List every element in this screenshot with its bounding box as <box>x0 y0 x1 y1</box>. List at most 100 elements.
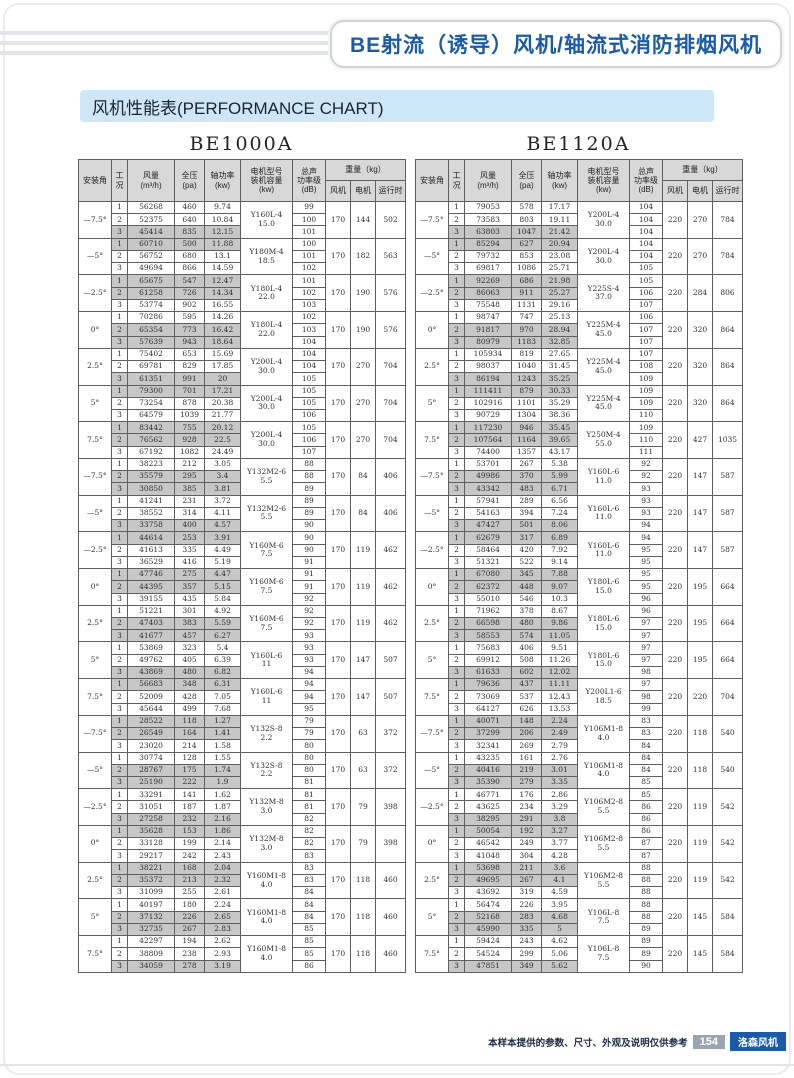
table-row: 2 43625 234 3.29 86 <box>416 800 743 814</box>
power-cell: 4.1 <box>541 873 578 888</box>
pressure-cell: 537 <box>511 690 542 704</box>
power-cell: 1.9 <box>204 776 241 790</box>
power-cell: 31.45 <box>541 360 578 374</box>
angle-cell: —2.5° <box>415 274 449 313</box>
flow-cell: 105934 <box>464 347 512 362</box>
flow-cell: 37132 <box>127 910 175 924</box>
angle-cell: 7.5° <box>78 421 112 459</box>
flow-cell: 33758 <box>127 519 175 533</box>
header-weight-motor: 电机 <box>687 180 713 202</box>
flow-cell: 42297 <box>127 935 175 949</box>
pressure-cell: 394 <box>511 506 542 521</box>
weight-run-cell: 784 <box>711 237 744 276</box>
power-cell: 2.24 <box>541 714 578 729</box>
noise-cell: 104 <box>629 200 663 215</box>
table-row: 2 86063 911 25.27 106 <box>416 286 743 300</box>
table-row: —7.5° 1 38223 212 3.05 Y132M2-6 5.5 88 170 84 406 <box>78 457 407 496</box>
weight-motor-cell: 320 <box>687 311 713 349</box>
pressure-cell: 406 <box>511 641 542 655</box>
power-cell: 35.29 <box>541 396 578 410</box>
table-header: 安装角工 况风量 (m³/h) 全压 (pa) 轴功率 (kw) 电机型号 装机容量 … <box>78 159 407 202</box>
motor-cell: Y106M2-8 5.5 <box>577 824 630 863</box>
power-cell: 6.31 <box>204 678 241 692</box>
weight-motor-cell: 320 <box>687 384 713 423</box>
weight-fan-cell: 220 <box>662 678 688 716</box>
power-cell: 7.68 <box>204 702 241 716</box>
power-cell: 2.62 <box>204 935 241 949</box>
power-cell: 6.39 <box>204 653 241 667</box>
condition-cell: 2 <box>448 727 465 741</box>
noise-cell: 91 <box>292 568 326 582</box>
header-weight-run: 运行时 <box>374 180 407 202</box>
weight-motor-cell: 119 <box>687 861 713 900</box>
power-cell: 23.08 <box>541 249 578 264</box>
power-cell: 10.3 <box>541 592 578 606</box>
condition-cell: 2 <box>448 837 465 851</box>
power-cell: 2.14 <box>204 837 241 851</box>
power-cell: 3.95 <box>541 898 578 912</box>
noise-cell: 101 <box>292 274 326 288</box>
condition-cell: 1 <box>111 604 128 618</box>
pressure-cell: 602 <box>511 665 542 680</box>
noise-cell: 90 <box>292 531 326 545</box>
noise-cell: 93 <box>292 653 326 667</box>
flow-cell: 73254 <box>127 396 175 410</box>
flow-cell: 41048 <box>464 849 512 863</box>
power-cell: 4.62 <box>541 935 578 949</box>
noise-cell: 97 <box>629 616 663 631</box>
flow-cell: 111411 <box>464 384 512 398</box>
noise-cell: 90 <box>292 543 326 557</box>
table-row: 0° 1 35628 153 1.86 Y132M-8 3.0 82 170 79 398 <box>78 824 407 863</box>
noise-cell: 91 <box>292 580 326 594</box>
table-row: —7.5° 1 79053 578 17.17 Y200L-4 30.0 104 220 270… <box>415 200 744 239</box>
condition-cell: 3 <box>448 482 465 496</box>
pressure-cell: 226 <box>174 910 205 924</box>
noise-cell: 97 <box>629 629 663 643</box>
weight-run-cell: 507 <box>374 678 407 716</box>
power-cell: 17.17 <box>541 200 578 215</box>
condition-cell: 1 <box>111 788 128 802</box>
header-power: 轴功率 (kw) <box>204 159 241 202</box>
flow-cell: 45990 <box>464 922 512 937</box>
table-row: 3 27258 232 2.16 82 <box>79 812 406 826</box>
flow-cell: 23020 <box>127 739 175 753</box>
motor-cell: Y225S-4 37.0 <box>577 274 630 313</box>
flow-cell: 38223 <box>127 457 175 472</box>
performance-table: 安装角工 况风量 (m³/h) 全压 (pa) 轴功率 (kw) 电机型号 装机容量 … <box>415 159 744 974</box>
pressure-cell: 212 <box>174 457 205 472</box>
noise-cell: 79 <box>292 727 326 741</box>
flow-cell: 69781 <box>127 360 175 374</box>
pressure-cell: 232 <box>174 812 205 826</box>
condition-cell: 1 <box>111 384 128 398</box>
condition-cell: 3 <box>448 225 465 239</box>
condition-cell: 3 <box>448 298 465 313</box>
condition-cell: 3 <box>448 519 465 533</box>
weight-fan-cell: 170 <box>325 935 351 973</box>
noise-cell: 89 <box>629 935 663 949</box>
weight-fan-cell: 220 <box>662 421 688 459</box>
condition-cell: 2 <box>111 433 128 447</box>
banner-stripe <box>0 51 420 55</box>
noise-cell: 104 <box>629 225 663 239</box>
power-cell: 12.15 <box>204 225 241 239</box>
flow-cell: 66598 <box>464 616 512 631</box>
power-cell: 5.99 <box>541 470 578 484</box>
flow-cell: 90729 <box>464 408 512 423</box>
table-row: 3 36529 416 5.19 91 <box>79 555 406 570</box>
flow-cell: 69912 <box>464 653 512 667</box>
table-row: 2 98037 1040 31.45 108 <box>416 360 743 374</box>
power-cell: 10.84 <box>204 213 241 227</box>
condition-cell: 3 <box>111 225 128 239</box>
power-cell: 4.49 <box>204 543 241 557</box>
table-row: 2 79732 853 23.08 104 <box>416 249 743 264</box>
flow-cell: 47746 <box>127 568 175 582</box>
pressure-cell: 680 <box>174 249 205 264</box>
noise-cell: 95 <box>292 702 326 716</box>
power-cell: 3.35 <box>541 776 578 790</box>
condition-cell: 3 <box>448 849 465 863</box>
pressure-cell: 701 <box>174 384 205 398</box>
flow-cell: 65354 <box>127 323 175 337</box>
motor-cell: Y180M-4 18.5 <box>240 237 293 276</box>
condition-cell: 2 <box>111 727 128 741</box>
table-row: 0° 1 47746 275 4.47 Y160M-6 7.5 91 170 119 462 <box>78 568 407 606</box>
